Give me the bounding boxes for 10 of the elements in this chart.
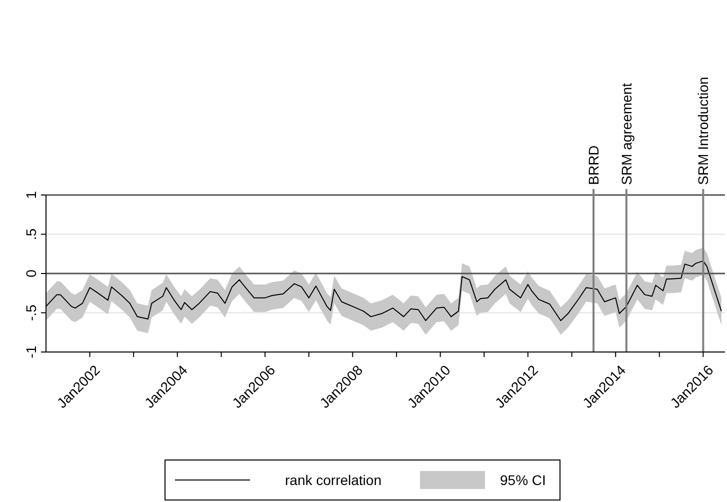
y-tick-label: -1	[23, 346, 39, 358]
text: rank correlation	[285, 472, 382, 488]
ref-line-label: BRRD	[586, 145, 602, 185]
text: 95% CI	[500, 472, 546, 488]
ref-line-label: SRM agreement	[618, 82, 634, 185]
y-tick-label: -.5	[23, 304, 39, 321]
y-tick-label: .5	[23, 228, 39, 240]
ref-line-label: SRM Introduction	[695, 76, 712, 185]
y-tick-label: 0	[23, 269, 39, 278]
y-tick-label: 1	[23, 190, 39, 199]
